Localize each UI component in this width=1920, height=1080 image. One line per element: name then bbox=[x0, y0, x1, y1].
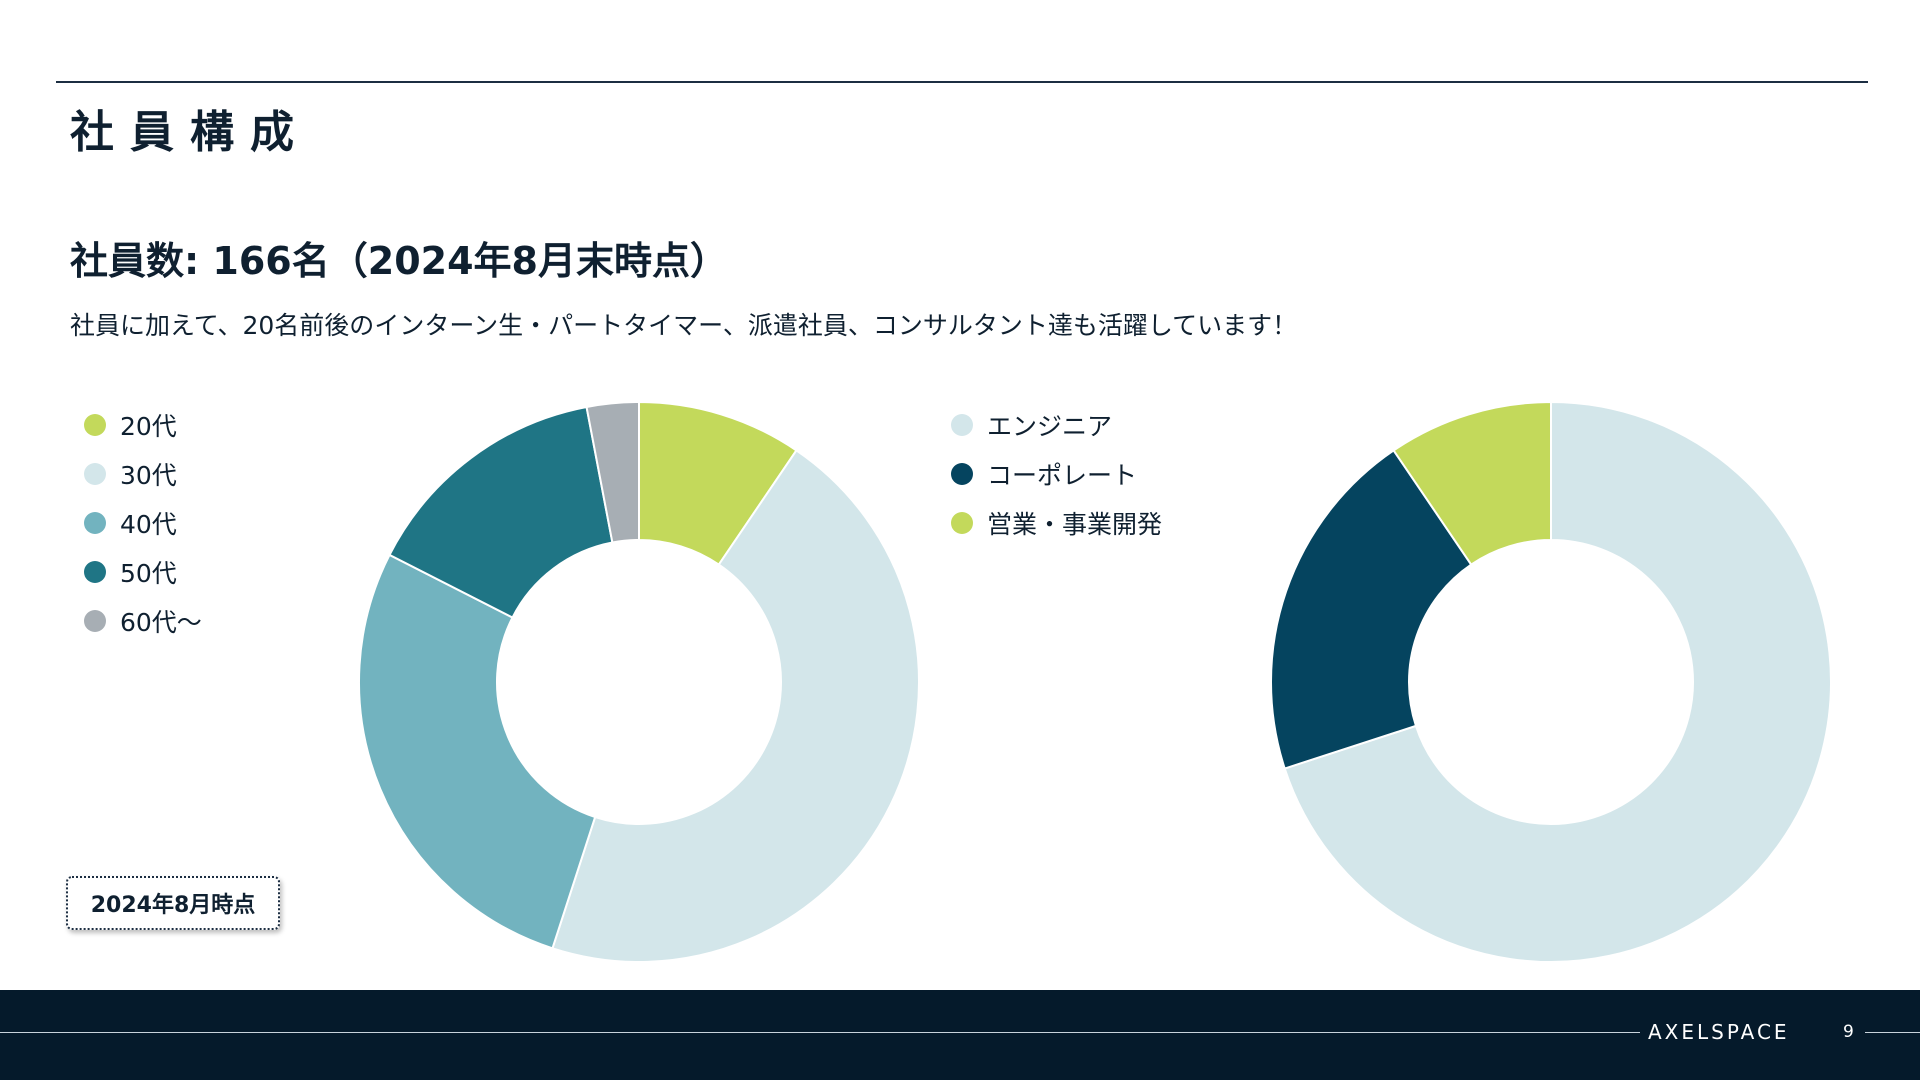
legend-item-30s: 30代 bbox=[84, 449, 202, 498]
employee-count-headline: 社員数: 166名（2024年8月末時点） bbox=[70, 239, 728, 283]
legend-label-40s: 40代 bbox=[120, 509, 177, 539]
footer-bar bbox=[0, 990, 1920, 1080]
legend-swatch-60s bbox=[84, 609, 106, 632]
legend-swatch-30s bbox=[84, 462, 106, 485]
legend-item-20s: 20代 bbox=[84, 400, 202, 449]
slice-corporate bbox=[1270, 449, 1473, 770]
role-legend: エンジニア コーポレート 営業・事業開発 bbox=[951, 400, 1162, 547]
page-title: 社員構成 bbox=[70, 107, 310, 158]
footer-divider-left bbox=[0, 1032, 1640, 1033]
legend-item-corporate: コーポレート bbox=[951, 449, 1162, 498]
legend-item-50s: 50代 bbox=[84, 547, 202, 596]
legend-item-40s: 40代 bbox=[84, 498, 202, 547]
slice-30s bbox=[551, 449, 920, 963]
age-donut-chart bbox=[358, 400, 920, 963]
legend-item-60s: 60代～ bbox=[84, 596, 202, 645]
age-legend: 20代 30代 40代 50代 60代～ bbox=[84, 400, 202, 645]
slice-50s bbox=[388, 405, 614, 619]
legend-item-sales-bizdev: 営業・事業開発 bbox=[951, 498, 1162, 547]
slice-40s bbox=[358, 553, 597, 950]
legend-swatch-50s bbox=[84, 560, 106, 583]
role-donut-chart bbox=[1270, 400, 1832, 963]
legend-swatch-sales-bizdev bbox=[951, 511, 973, 534]
legend-swatch-engineer bbox=[951, 413, 973, 436]
slice-60s bbox=[585, 400, 640, 544]
legend-label-corporate: コーポレート bbox=[987, 460, 1138, 490]
legend-label-30s: 30代 bbox=[120, 460, 177, 490]
legend-swatch-40s bbox=[84, 511, 106, 534]
legend-label-20s: 20代 bbox=[120, 411, 177, 441]
legend-label-engineer: エンジニア bbox=[987, 411, 1113, 441]
legend-label-60s: 60代～ bbox=[120, 607, 202, 637]
legend-label-50s: 50代 bbox=[120, 558, 177, 588]
company-logo: AXELSPACE bbox=[1648, 1020, 1790, 1044]
legend-label-sales-bizdev: 営業・事業開発 bbox=[987, 509, 1163, 539]
slice-engineer bbox=[1283, 400, 1832, 963]
date-badge: 2024年8月時点 bbox=[66, 876, 280, 930]
legend-swatch-corporate bbox=[951, 462, 973, 485]
supplementary-note: 社員に加えて、20名前後のインターン生・パートタイマー、派遣社員、コンサルタント… bbox=[70, 311, 1298, 340]
page-number: 9 bbox=[1843, 1022, 1854, 1042]
legend-swatch-20s bbox=[84, 413, 106, 436]
slice-sales-bizdev bbox=[1392, 400, 1552, 566]
legend-item-engineer: エンジニア bbox=[951, 400, 1162, 449]
footer-divider-right bbox=[1865, 1032, 1920, 1033]
top-divider bbox=[56, 81, 1868, 83]
